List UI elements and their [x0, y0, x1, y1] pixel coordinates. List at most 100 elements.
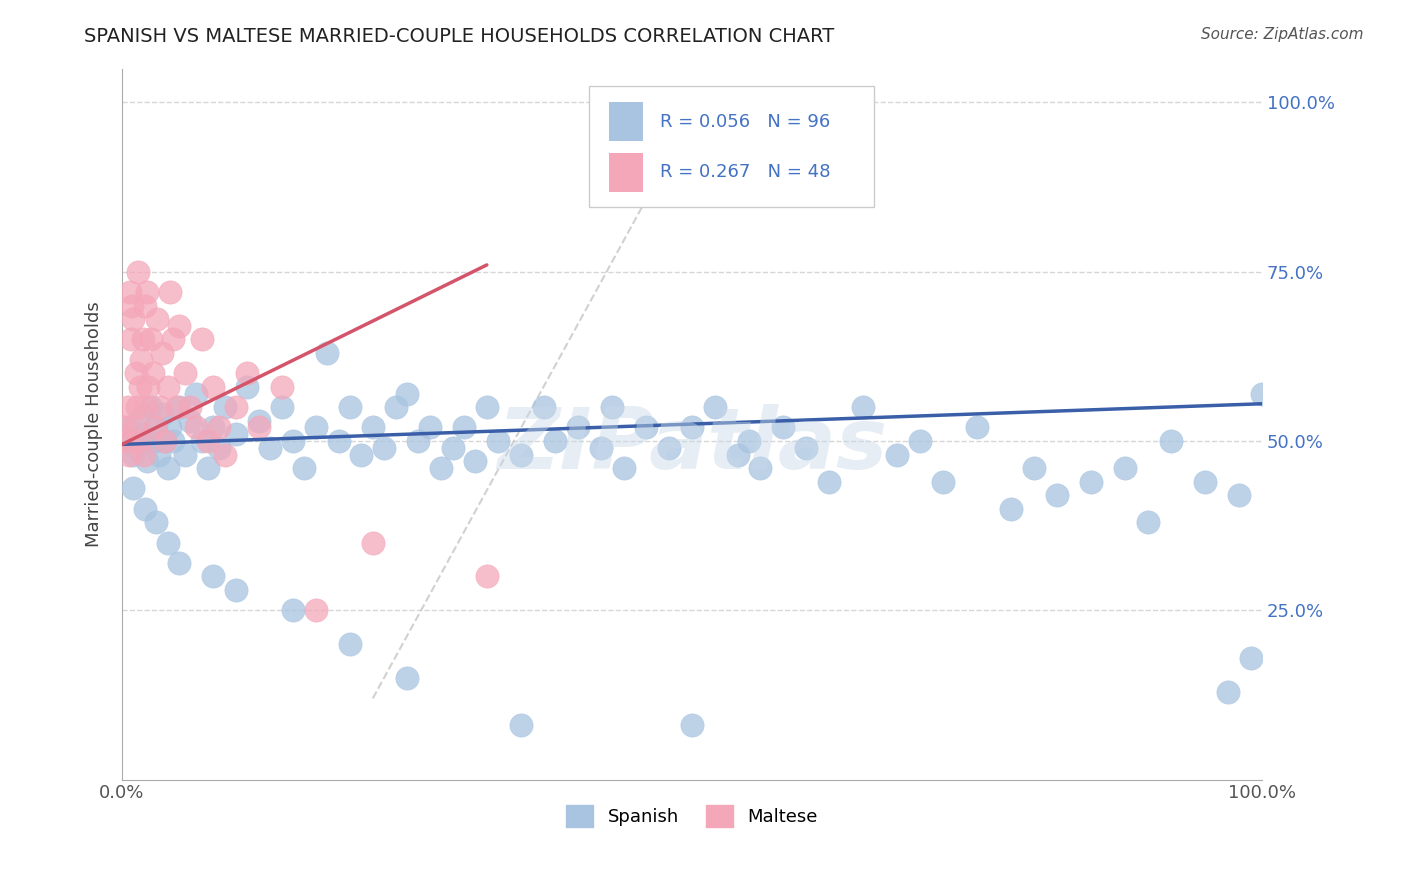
- Point: [305, 603, 328, 617]
- Point: [236, 380, 259, 394]
- Point: [166, 400, 188, 414]
- Text: ZIPatlas: ZIPatlas: [496, 404, 887, 487]
- Point: [1114, 461, 1136, 475]
- Point: [247, 414, 270, 428]
- Point: [247, 420, 270, 434]
- Point: [600, 400, 623, 414]
- Point: [136, 285, 159, 299]
- Point: [128, 414, 150, 428]
- Point: [1080, 475, 1102, 489]
- Point: [384, 400, 406, 414]
- Point: [681, 420, 703, 434]
- Point: [270, 380, 292, 394]
- Legend: Spanish, Maltese: Spanish, Maltese: [558, 798, 825, 835]
- Point: [134, 299, 156, 313]
- Point: [115, 434, 138, 448]
- Point: [191, 434, 214, 448]
- Point: [112, 420, 135, 434]
- Point: [139, 400, 162, 414]
- Point: [658, 441, 681, 455]
- Point: [316, 346, 339, 360]
- FancyBboxPatch shape: [589, 87, 875, 207]
- Point: [173, 366, 195, 380]
- Point: [1000, 501, 1022, 516]
- Point: [453, 420, 475, 434]
- Point: [131, 352, 153, 367]
- Point: [430, 461, 453, 475]
- Point: [464, 454, 486, 468]
- Point: [1136, 515, 1159, 529]
- Point: [772, 420, 794, 434]
- Point: [179, 400, 201, 414]
- Point: [225, 400, 247, 414]
- Point: [202, 420, 225, 434]
- Point: [738, 434, 761, 448]
- Point: [294, 461, 316, 475]
- Point: [408, 434, 430, 448]
- Point: [1194, 475, 1216, 489]
- Point: [1216, 684, 1239, 698]
- Point: [132, 448, 155, 462]
- Point: [1239, 650, 1261, 665]
- Point: [544, 434, 567, 448]
- Point: [135, 400, 157, 414]
- Point: [125, 441, 148, 455]
- Point: [361, 535, 384, 549]
- Point: [167, 318, 190, 333]
- Point: [510, 718, 533, 732]
- Point: [749, 461, 772, 475]
- Point: [208, 441, 231, 455]
- Point: [122, 448, 145, 462]
- Point: [966, 420, 988, 434]
- Point: [197, 434, 219, 448]
- Bar: [609, 102, 643, 141]
- Point: [486, 434, 509, 448]
- Point: [932, 475, 955, 489]
- Text: Source: ZipAtlas.com: Source: ZipAtlas.com: [1201, 27, 1364, 42]
- Point: [589, 441, 612, 455]
- Point: [270, 400, 292, 414]
- Point: [510, 448, 533, 462]
- Point: [186, 420, 208, 434]
- Point: [150, 346, 173, 360]
- Text: SPANISH VS MALTESE MARRIED-COUPLE HOUSEHOLDS CORRELATION CHART: SPANISH VS MALTESE MARRIED-COUPLE HOUSEH…: [84, 27, 835, 45]
- Point: [636, 420, 658, 434]
- Point: [395, 386, 418, 401]
- Point: [1227, 488, 1250, 502]
- Point: [395, 671, 418, 685]
- Text: R = 0.056   N = 96: R = 0.056 N = 96: [659, 112, 831, 131]
- Y-axis label: Married-couple Households: Married-couple Households: [86, 301, 103, 547]
- Point: [117, 400, 139, 414]
- Point: [134, 501, 156, 516]
- Point: [1046, 488, 1069, 502]
- Point: [162, 434, 184, 448]
- Point: [143, 420, 166, 434]
- Point: [167, 400, 190, 414]
- Point: [128, 434, 150, 448]
- Point: [475, 569, 498, 583]
- Point: [441, 441, 464, 455]
- Point: [146, 312, 169, 326]
- Point: [281, 434, 304, 448]
- Bar: [609, 153, 643, 193]
- Point: [155, 434, 177, 448]
- Point: [142, 366, 165, 380]
- Point: [139, 333, 162, 347]
- Point: [259, 441, 281, 455]
- Point: [197, 461, 219, 475]
- Text: R = 0.267   N = 48: R = 0.267 N = 48: [659, 162, 831, 181]
- Point: [120, 434, 142, 448]
- Point: [236, 366, 259, 380]
- Point: [159, 285, 181, 299]
- Point: [350, 448, 373, 462]
- Point: [131, 333, 153, 347]
- Point: [145, 420, 167, 434]
- Point: [475, 400, 498, 414]
- Point: [1022, 461, 1045, 475]
- Point: [129, 380, 152, 394]
- Point: [1160, 434, 1182, 448]
- Point: [145, 515, 167, 529]
- Point: [156, 380, 179, 394]
- Point: [794, 441, 817, 455]
- Point: [148, 448, 170, 462]
